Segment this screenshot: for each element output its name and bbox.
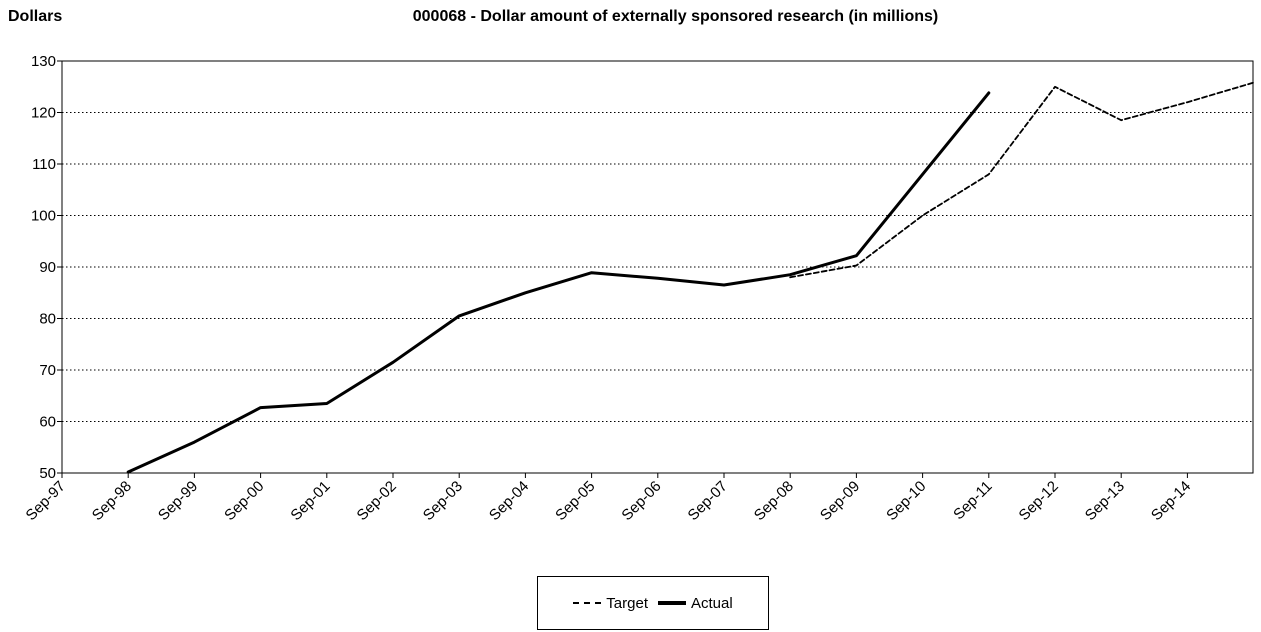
y-tick-label-100: 100 (31, 208, 56, 225)
legend-swatch-actual (658, 601, 686, 605)
legend-item-actual: Actual (658, 595, 733, 612)
x-tick-label-Sep-06: Sep-06 (618, 478, 664, 524)
legend-label-actual: Actual (691, 594, 733, 612)
legend-label-target: Target (606, 594, 648, 612)
y-tick-label-90: 90 (39, 259, 56, 276)
x-tick-label-Sep-01: Sep-01 (287, 478, 333, 524)
legend-item-target: Target (573, 595, 648, 612)
x-tick-label-Sep-98: Sep-98 (89, 478, 135, 524)
y-tick-label-110: 110 (32, 156, 56, 173)
y-tick-label-60: 60 (39, 414, 56, 431)
y-tick-label-80: 80 (39, 311, 56, 328)
x-tick-label-Sep-11: Sep-11 (950, 478, 995, 523)
y-tick-label-130: 130 (31, 53, 56, 70)
series-line-target (789, 81, 1255, 279)
x-tick-label-Sep-97: Sep-97 (23, 478, 69, 524)
x-tick-label-Sep-12: Sep-12 (1016, 478, 1062, 524)
y-tick-label-70: 70 (39, 362, 56, 379)
y-tick-label-50: 50 (39, 465, 56, 482)
x-tick-label-Sep-09: Sep-09 (817, 478, 863, 524)
series-line-actual (126, 91, 991, 474)
x-tick-label-Sep-13: Sep-13 (1082, 478, 1128, 524)
x-tick-label-Sep-02: Sep-02 (354, 478, 400, 524)
x-tick-label-Sep-03: Sep-03 (420, 478, 466, 524)
x-tick-label-Sep-00: Sep-00 (221, 478, 267, 524)
x-tick-label-Sep-07: Sep-07 (685, 478, 731, 524)
x-tick-label-Sep-08: Sep-08 (751, 478, 797, 524)
x-tick-label-Sep-05: Sep-05 (552, 478, 598, 524)
x-tick-label-Sep-99: Sep-99 (155, 478, 201, 524)
legend-swatch-target (573, 602, 602, 604)
x-tick-label-Sep-04: Sep-04 (486, 478, 532, 524)
chart-title: 000068 - Dollar amount of externally spo… (412, 8, 939, 25)
y-axis-label: Dollars (8, 8, 63, 25)
x-tick-label-Sep-14: Sep-14 (1148, 478, 1194, 524)
x-tick-label-Sep-10: Sep-10 (883, 478, 929, 524)
legend: Target Actual (537, 576, 769, 630)
y-tick-label-120: 120 (31, 105, 56, 122)
